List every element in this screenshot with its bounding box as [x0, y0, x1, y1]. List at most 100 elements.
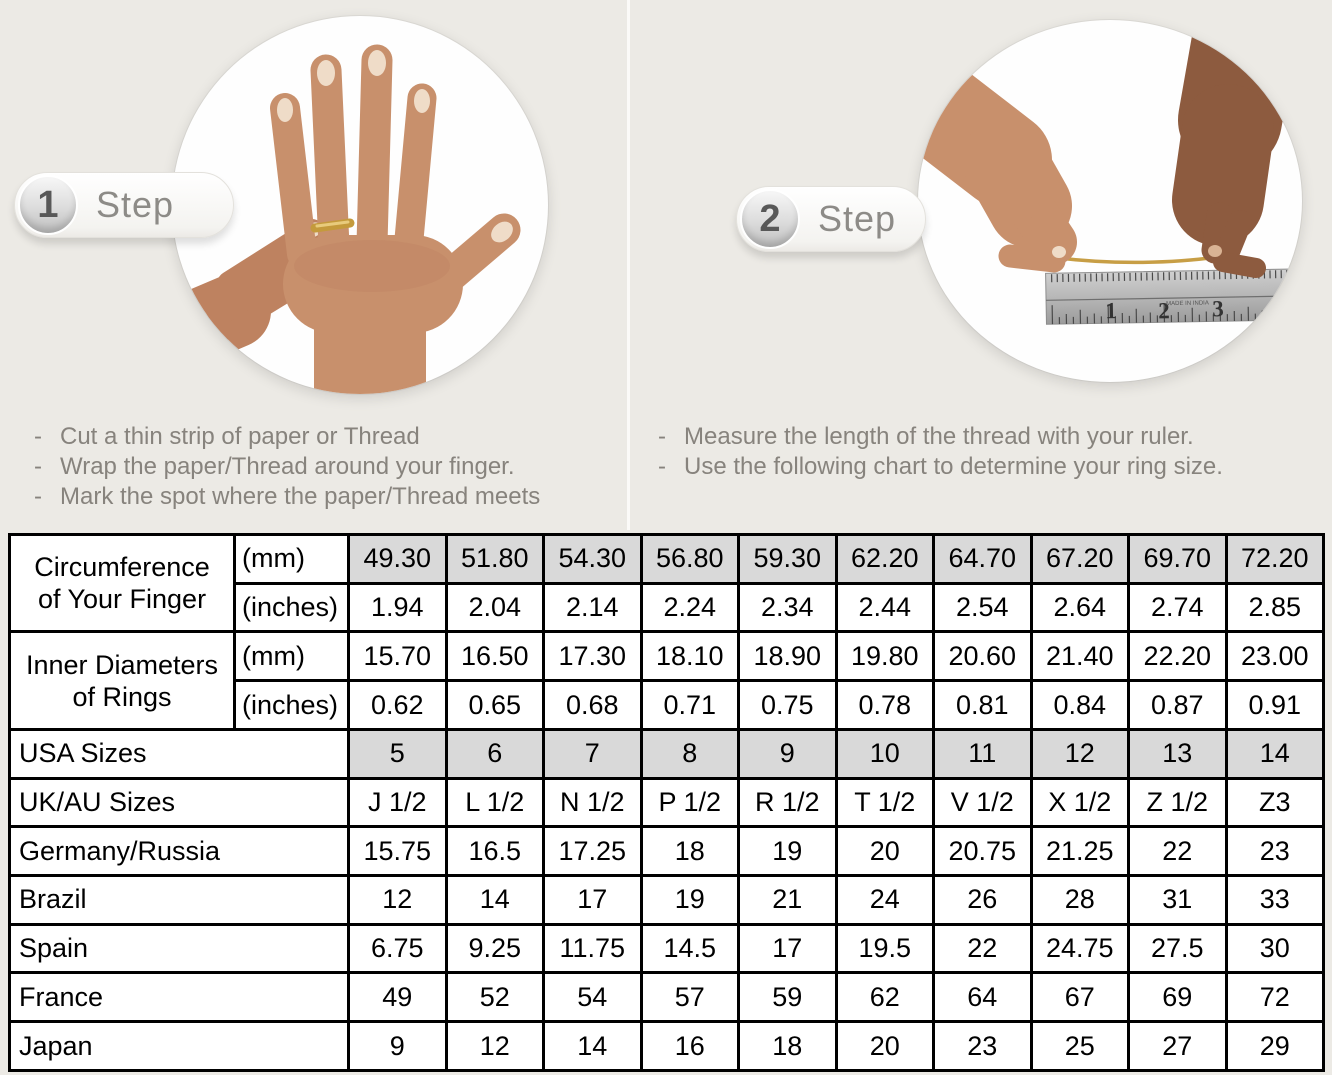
- ruler-number: 3: [1212, 296, 1224, 321]
- region-label: UK/AU Sizes: [8, 776, 350, 829]
- instruction-item: - Mark the spot where the paper/Thread me…: [34, 482, 540, 512]
- step2-instructions: - Measure the length of the thread with y…: [658, 422, 1223, 482]
- value-cell: 18.90: [737, 630, 838, 683]
- value-cell: 62: [834, 971, 935, 1024]
- step2-badge: 2 Step: [736, 186, 926, 252]
- value-cell: 1.94: [347, 581, 448, 634]
- value-cell: 21: [737, 874, 838, 926]
- value-cell: 23.00: [1224, 630, 1325, 683]
- value-cell: 6.75: [347, 922, 448, 975]
- value-cell: 18: [639, 825, 740, 878]
- value-cell: 18.10: [639, 630, 740, 683]
- bullet-dash: -: [34, 453, 42, 480]
- region-label: USA Sizes: [8, 727, 350, 780]
- instruction-item: - Measure the length of the thread with y…: [658, 422, 1223, 452]
- value-cell: 2.34: [737, 581, 838, 634]
- bullet-dash: -: [34, 483, 42, 510]
- table-row: (inches) 1.94 2.04 2.14 2.24 2.34 2.44 2.54 2.64…: [10, 581, 1325, 634]
- value-cell: 57: [639, 971, 740, 1024]
- value-cell: 0.91: [1224, 679, 1325, 731]
- step1-instructions: - Cut a thin strip of paper or Thread - Wra…: [34, 422, 540, 512]
- ring-size-table: Circumference of Your Finger (mm) 49.30 51.8…: [8, 532, 1325, 1072]
- gold-thread: [1058, 255, 1218, 265]
- value-cell: 14.5: [639, 922, 740, 975]
- value-cell: 64.70: [932, 533, 1033, 585]
- unit-label: (inches): [233, 581, 350, 634]
- step-label: Step: [818, 198, 897, 239]
- ruler: 1 2 3 MADE IN INDIA: [1045, 268, 1302, 325]
- bullet-dash: -: [658, 453, 666, 480]
- value-cell: Z 1/2: [1127, 776, 1228, 829]
- instruction-text: Use the following chart to determine you…: [684, 453, 1223, 480]
- value-cell: 2.44: [834, 581, 935, 634]
- value-cell: 22: [1127, 825, 1228, 878]
- instruction-text: Wrap the paper/Thread around your finger…: [60, 453, 515, 480]
- table-row: Spain 6.75 9.25 11.75 14.5 17 19.5 22 24.75 27.5 3…: [8, 922, 1325, 975]
- value-cell: 20: [834, 1020, 935, 1072]
- value-cell: T 1/2: [834, 776, 935, 829]
- value-cell: 17.30: [542, 630, 643, 683]
- step-number: 1: [37, 183, 59, 226]
- ruler-number: 2: [1158, 298, 1170, 323]
- value-cell: 28: [1029, 874, 1130, 926]
- region-label: Japan: [8, 1020, 350, 1072]
- value-cell: 25: [1029, 1020, 1130, 1072]
- value-cell: 19: [639, 874, 740, 926]
- value-cell: 19.80: [834, 630, 935, 683]
- region-label: Spain: [8, 922, 350, 975]
- value-cell: 22.20: [1127, 630, 1228, 683]
- value-cell: 9.25: [444, 922, 545, 975]
- value-cell: 67.20: [1029, 533, 1130, 585]
- value-cell: 26: [932, 874, 1033, 926]
- bullet-dash: -: [34, 423, 42, 450]
- value-cell: P 1/2: [639, 776, 740, 829]
- step-number: 2: [759, 197, 781, 240]
- value-cell: 24: [834, 874, 935, 926]
- value-cell: 0.84: [1029, 679, 1130, 731]
- table-row: Circumference of Your Finger (mm) 49.30 51.8…: [8, 532, 1325, 634]
- value-cell: 52: [444, 971, 545, 1024]
- value-cell: 21.40: [1029, 630, 1130, 683]
- instruction-item: - Wrap the paper/Thread around your finge…: [34, 452, 540, 482]
- value-cell: 16.50: [444, 630, 545, 683]
- value-cell: 20.75: [932, 825, 1033, 878]
- value-cell: 9: [347, 1020, 448, 1072]
- value-cell: 62.20: [834, 533, 935, 585]
- value-cell: 14: [444, 874, 545, 926]
- instruction-text: Measure the length of the thread with yo…: [684, 423, 1194, 450]
- value-cell: 9: [737, 727, 838, 780]
- value-cell: 2.64: [1029, 581, 1130, 634]
- value-cell: 16.5: [444, 825, 545, 878]
- value-cell: 20.60: [932, 630, 1033, 683]
- step1-badge: 1 Step: [14, 172, 234, 238]
- value-cell: 0.71: [639, 679, 740, 731]
- value-cell: Z3: [1224, 776, 1325, 829]
- value-cell: 24.75: [1029, 922, 1130, 975]
- value-cell: 15.70: [347, 630, 448, 683]
- value-cell: 69: [1127, 971, 1228, 1024]
- step1-number-circle: 1: [18, 175, 78, 235]
- unit-label: (mm): [233, 630, 350, 683]
- value-cell: 5: [347, 727, 448, 780]
- value-cell: 0.78: [834, 679, 935, 731]
- value-cell: R 1/2: [737, 776, 838, 829]
- value-cell: J 1/2: [347, 776, 448, 829]
- value-cell: 0.75: [737, 679, 838, 731]
- value-cell: 54: [542, 971, 643, 1024]
- value-cell: 14: [542, 1020, 643, 1072]
- value-cell: 0.68: [542, 679, 643, 731]
- ruler-made-in-text: MADE IN INDIA: [1166, 300, 1209, 307]
- table-row: UK/AU Sizes J 1/2 L 1/2 N 1/2 P 1/2 R 1/2 T 1/…: [8, 776, 1325, 829]
- table-row: Inner Diameters of Rings (mm) 15.70 16.50 17.…: [8, 630, 1325, 731]
- region-label: Brazil: [8, 874, 350, 926]
- row-group-label-line: of Your Finger: [37, 584, 207, 615]
- row-group-label: Inner Diameters of Rings: [8, 630, 236, 731]
- step1-photo: [172, 16, 548, 394]
- value-cell: V 1/2: [932, 776, 1033, 829]
- table-row: (inches) 0.62 0.65 0.68 0.71 0.75 0.78 0.81 0.84…: [10, 679, 1325, 731]
- value-cell: 51.80: [444, 533, 545, 585]
- value-cell: 6: [444, 727, 545, 780]
- unit-label: (inches): [233, 679, 350, 731]
- value-cell: 8: [639, 727, 740, 780]
